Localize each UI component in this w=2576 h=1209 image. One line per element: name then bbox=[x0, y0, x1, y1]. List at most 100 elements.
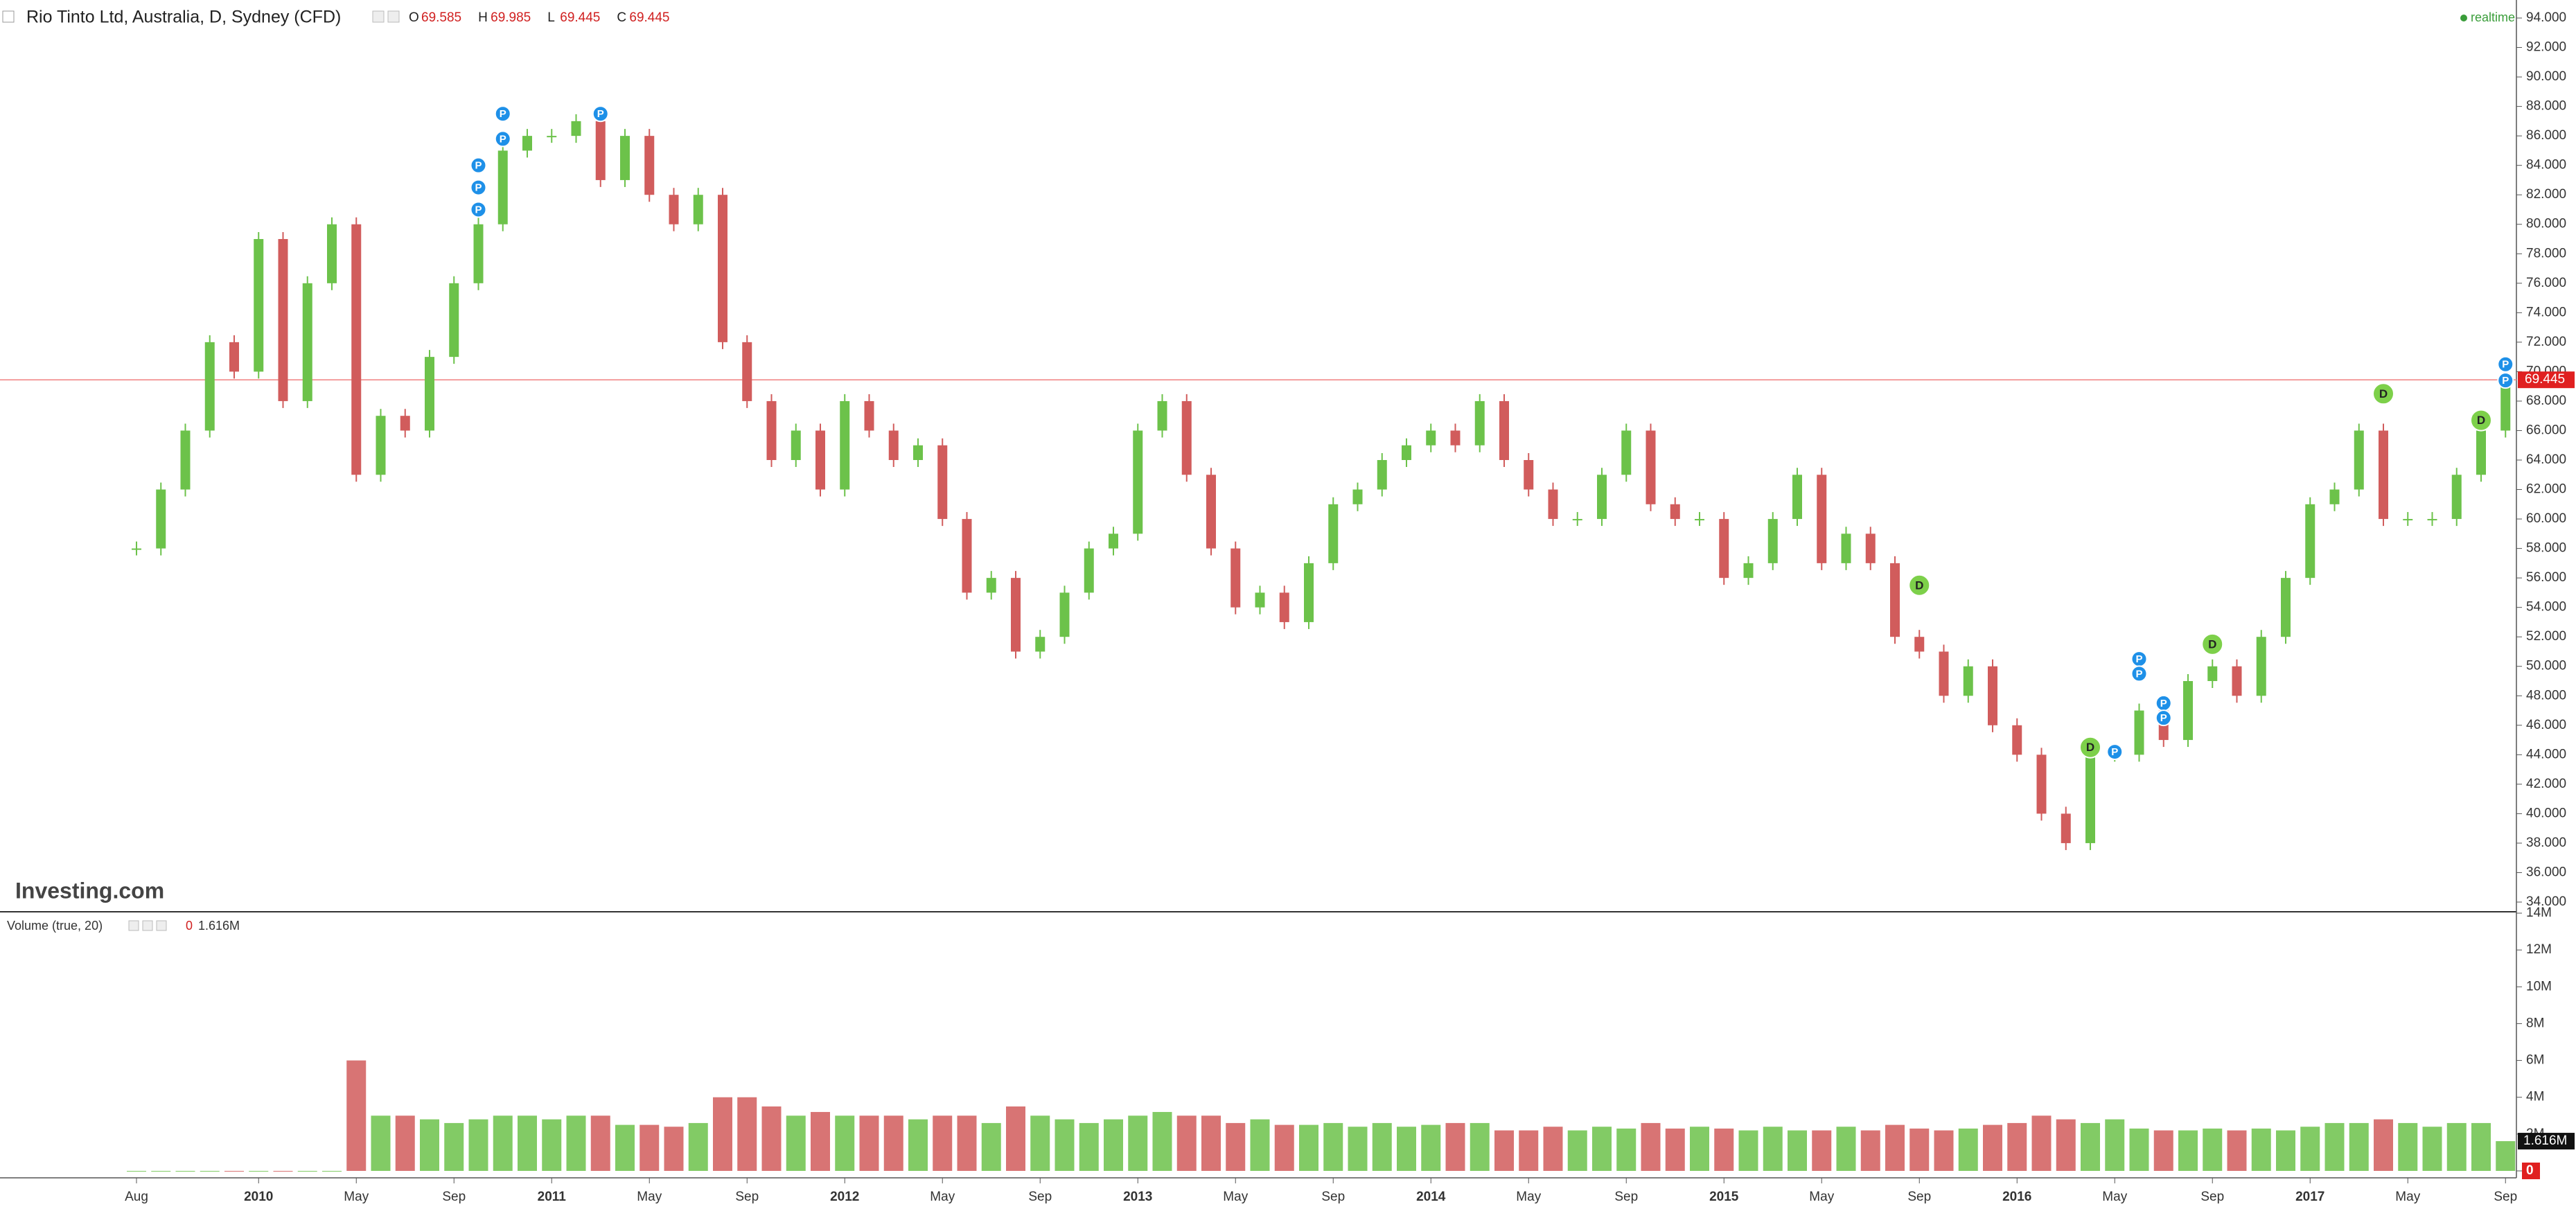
candle bbox=[1035, 637, 1046, 652]
candle bbox=[718, 195, 727, 342]
settings-icon[interactable] bbox=[387, 10, 400, 23]
candle bbox=[278, 239, 288, 401]
status-dot bbox=[2460, 15, 2467, 21]
candle bbox=[180, 430, 191, 490]
candle bbox=[425, 357, 434, 431]
volume-bar bbox=[1006, 1106, 1025, 1171]
candle bbox=[2232, 666, 2242, 696]
event-marker bbox=[2155, 709, 2172, 727]
candle bbox=[644, 136, 655, 195]
volume-bar bbox=[273, 1171, 293, 1172]
event-marker bbox=[592, 105, 609, 123]
volume-bar bbox=[1983, 1124, 2002, 1171]
candle bbox=[522, 136, 532, 151]
volume-bar bbox=[2300, 1127, 2320, 1171]
candle bbox=[449, 283, 459, 358]
volume-bar bbox=[1250, 1119, 1270, 1171]
volume-bar bbox=[615, 1124, 635, 1171]
volume-bar bbox=[1567, 1130, 1587, 1171]
volume-bar bbox=[664, 1127, 684, 1171]
candle bbox=[2281, 578, 2291, 637]
x-tick-label: Sep bbox=[735, 1190, 759, 1204]
candle bbox=[2500, 380, 2511, 431]
candle bbox=[547, 136, 557, 138]
candle bbox=[1181, 400, 1192, 475]
y-tick-label: 40.000 bbox=[2526, 806, 2566, 820]
y-tick-label: 60.000 bbox=[2526, 511, 2566, 526]
event-marker bbox=[470, 179, 487, 196]
volume-bar bbox=[1860, 1130, 1880, 1171]
y-tick-label: 90.000 bbox=[2526, 69, 2566, 84]
event-marker bbox=[2131, 665, 2148, 682]
y-tick-label: 94.000 bbox=[2526, 10, 2566, 25]
candle bbox=[1084, 548, 1094, 593]
collapse-icon[interactable] bbox=[2, 10, 15, 23]
x-tick-label: May bbox=[2102, 1190, 2127, 1204]
settings-icon[interactable] bbox=[142, 920, 153, 931]
candle bbox=[2354, 430, 2364, 490]
candle bbox=[742, 342, 752, 401]
candle bbox=[620, 136, 630, 180]
volume-bar bbox=[1665, 1128, 1685, 1171]
event-marker-label: P bbox=[2502, 375, 2509, 387]
ohlc-label: H bbox=[478, 10, 488, 25]
volume-bar bbox=[737, 1097, 757, 1171]
volume-bar bbox=[1494, 1130, 1514, 1171]
candle bbox=[1474, 400, 1485, 445]
x-tick-label: 2014 bbox=[1416, 1190, 1446, 1204]
volume-bar bbox=[1201, 1115, 1221, 1171]
volume-bar bbox=[1152, 1111, 1172, 1171]
volume-bar bbox=[1299, 1124, 1318, 1171]
settings-icon[interactable] bbox=[372, 10, 385, 23]
candle bbox=[351, 224, 362, 475]
candle bbox=[1767, 519, 1778, 563]
volume-bar bbox=[346, 1060, 367, 1171]
candle bbox=[1109, 533, 1118, 549]
candle bbox=[2403, 519, 2413, 521]
volume-y-tick-label: 14M bbox=[2526, 906, 2552, 920]
volume-bar bbox=[1372, 1122, 1392, 1171]
settings-icon[interactable] bbox=[156, 920, 167, 931]
volume-bar bbox=[127, 1171, 146, 1172]
volume-bar bbox=[1348, 1127, 1368, 1171]
volume-bar bbox=[151, 1171, 171, 1172]
event-marker-label: P bbox=[500, 133, 506, 145]
candle bbox=[1402, 445, 1411, 460]
candle bbox=[1548, 489, 1558, 520]
candle bbox=[1157, 400, 1167, 431]
event-marker-label: D bbox=[2477, 414, 2485, 427]
event-marker bbox=[2372, 382, 2394, 405]
last-volume-label: 1.616M bbox=[2523, 1133, 2567, 1148]
candle bbox=[2427, 519, 2437, 521]
volume-bar bbox=[1909, 1128, 1930, 1171]
event-marker bbox=[1908, 574, 1931, 597]
volume-bar bbox=[2031, 1115, 2052, 1171]
x-tick-label: 2015 bbox=[1709, 1190, 1739, 1204]
x-tick-label: 2013 bbox=[1123, 1190, 1152, 1204]
candle bbox=[571, 121, 581, 136]
x-tick-label: Sep bbox=[2200, 1190, 2224, 1204]
settings-icon[interactable] bbox=[128, 920, 139, 931]
volume-bar bbox=[2446, 1122, 2467, 1171]
candle bbox=[1646, 430, 1656, 504]
volume-bar bbox=[224, 1171, 244, 1172]
y-tick-label: 46.000 bbox=[2526, 718, 2566, 732]
x-tick-label: May bbox=[1223, 1190, 1248, 1204]
volume-bar bbox=[2203, 1128, 2223, 1171]
volume-bar bbox=[2007, 1122, 2027, 1171]
volume-bar bbox=[2178, 1130, 2198, 1171]
candle bbox=[766, 400, 777, 460]
logo: Investing.com bbox=[15, 878, 164, 903]
volume-bar bbox=[2422, 1127, 2442, 1171]
volume-bar bbox=[1274, 1124, 1294, 1171]
volume-bar bbox=[1397, 1127, 1416, 1171]
x-tick-label: Sep bbox=[2494, 1190, 2517, 1204]
candle bbox=[1890, 563, 1900, 637]
x-tick-label: 2016 bbox=[2002, 1190, 2031, 1204]
candle bbox=[2036, 754, 2047, 814]
event-marker bbox=[2079, 736, 2101, 759]
volume-bar bbox=[1958, 1128, 1978, 1171]
candle bbox=[497, 150, 508, 224]
candle bbox=[2379, 430, 2388, 520]
event-marker bbox=[470, 157, 487, 174]
